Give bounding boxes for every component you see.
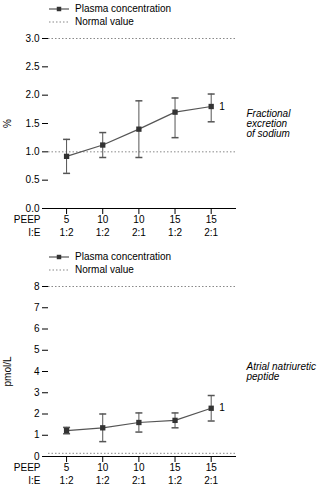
svg-text:I:E: I:E <box>28 475 41 486</box>
svg-text:5: 5 <box>64 214 70 225</box>
svg-text:Fractionalexcretionof sodium: Fractionalexcretionof sodium <box>247 108 292 139</box>
svg-text:15: 15 <box>169 214 181 225</box>
svg-text:1:2: 1:2 <box>60 475 74 486</box>
svg-text:0.0: 0.0 <box>26 203 40 214</box>
svg-text:1: 1 <box>34 429 40 440</box>
svg-text:3.0: 3.0 <box>26 33 40 44</box>
svg-text:1.0: 1.0 <box>26 146 40 157</box>
svg-text:2:1: 2:1 <box>132 227 146 238</box>
svg-text:2:1: 2:1 <box>132 475 146 486</box>
svg-text:1: 1 <box>219 101 225 112</box>
html-text:Plasma concentration: Plasma concentration <box>75 3 172 14</box>
html-text:Plasma concentration: Plasma concentration <box>75 251 172 262</box>
svg-text:10: 10 <box>97 214 109 225</box>
svg-text:1:2: 1:2 <box>96 227 110 238</box>
svg-text:15: 15 <box>169 462 181 473</box>
svg-text:2: 2 <box>34 408 40 419</box>
svg-text:7: 7 <box>34 302 40 313</box>
svg-text:%: % <box>2 119 13 128</box>
svg-text:4: 4 <box>34 366 40 377</box>
svg-text:PEEP: PEEP <box>14 462 41 473</box>
svg-text:0.5: 0.5 <box>26 174 40 185</box>
svg-text:10: 10 <box>97 462 109 473</box>
svg-text:1:2: 1:2 <box>168 475 182 486</box>
svg-text:Atrial natriureticpeptide: Atrial natriureticpeptide <box>246 361 316 382</box>
svg-text:2.0: 2.0 <box>26 89 40 100</box>
svg-text:PEEP: PEEP <box>14 214 41 225</box>
svg-text:2.5: 2.5 <box>26 61 40 72</box>
svg-text:1:2: 1:2 <box>96 475 110 486</box>
svg-text:6: 6 <box>34 323 40 334</box>
svg-text:8: 8 <box>34 281 40 292</box>
svg-text:I:E: I:E <box>28 227 41 238</box>
svg-text:15: 15 <box>206 462 218 473</box>
svg-text:1: 1 <box>219 402 225 413</box>
svg-text:2:1: 2:1 <box>204 475 218 486</box>
svg-text:1.5: 1.5 <box>26 118 40 129</box>
svg-text:0: 0 <box>34 451 40 462</box>
svg-text:3: 3 <box>34 387 40 398</box>
html-text:Normal value: Normal value <box>75 264 134 275</box>
html-text:Normal value: Normal value <box>75 16 134 27</box>
svg-text:2:1: 2:1 <box>204 227 218 238</box>
svg-text:10: 10 <box>133 214 145 225</box>
svg-text:15: 15 <box>206 214 218 225</box>
svg-text:5: 5 <box>64 462 70 473</box>
svg-text:1:2: 1:2 <box>60 227 74 238</box>
svg-text:pmol/L: pmol/L <box>2 356 13 386</box>
svg-text:5: 5 <box>34 344 40 355</box>
svg-text:1:2: 1:2 <box>168 227 182 238</box>
svg-text:10: 10 <box>133 462 145 473</box>
